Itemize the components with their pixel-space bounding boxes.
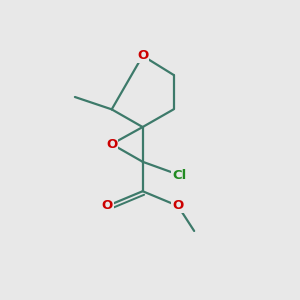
Text: O: O xyxy=(106,138,117,151)
Text: O: O xyxy=(172,200,184,212)
Text: Cl: Cl xyxy=(172,169,187,182)
Text: O: O xyxy=(102,200,113,212)
Text: O: O xyxy=(137,49,148,62)
